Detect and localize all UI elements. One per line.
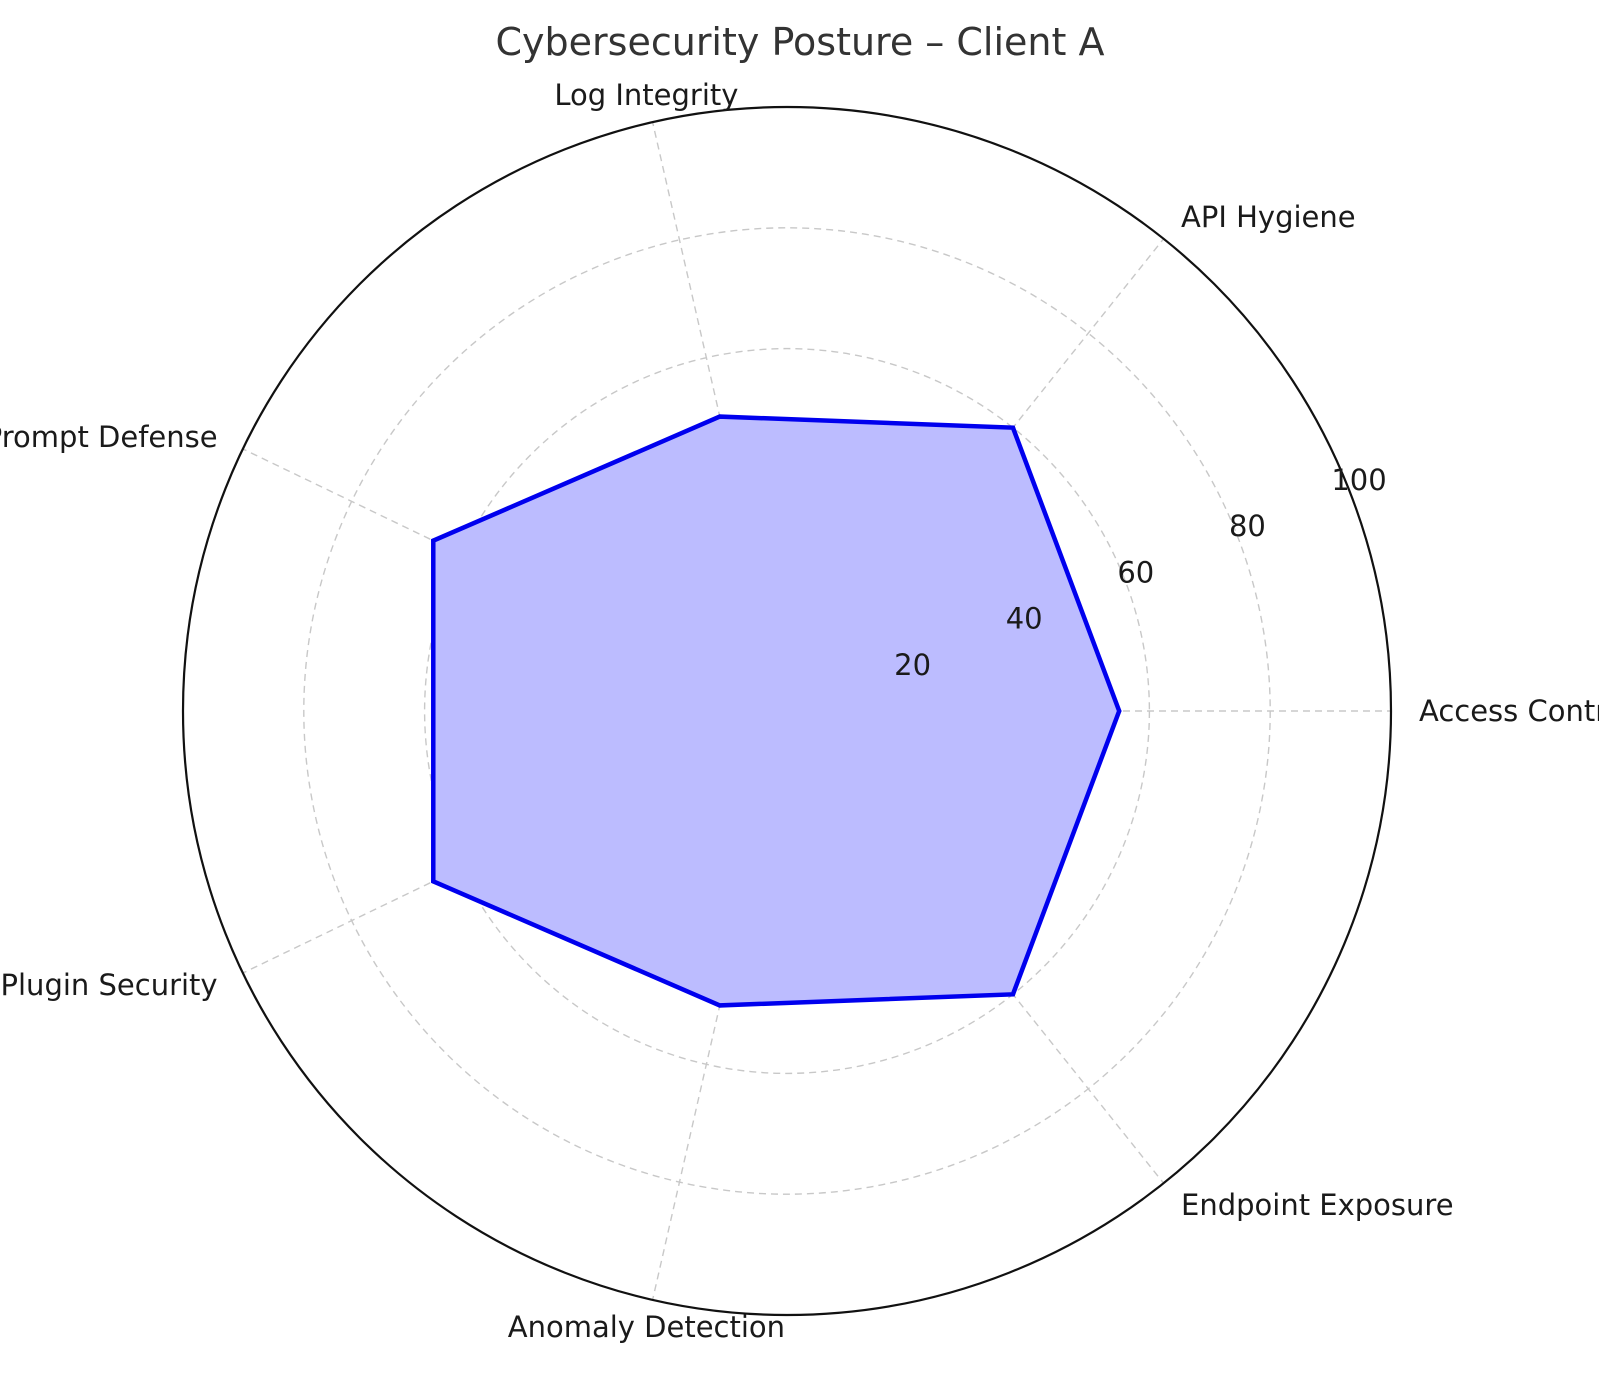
category-label: Log Integrity <box>554 78 738 112</box>
category-label: Anomaly Detection <box>508 1310 785 1344</box>
label-layer: Access Controls API Hygiene Log Integrity S… <box>0 78 1599 1344</box>
data-point <box>431 879 436 884</box>
category-label: API Hygiene <box>1181 200 1356 234</box>
radial-tick-label: 60 <box>1117 555 1154 589</box>
data-point <box>1117 708 1122 714</box>
radial-tick-label: 100 <box>1331 463 1386 497</box>
radial-tick-label: 80 <box>1229 509 1266 543</box>
category-label: System Prompt Defense <box>0 420 218 454</box>
data-point <box>717 414 722 419</box>
category-label: Plugin Security <box>1 968 218 1002</box>
data-point <box>1010 425 1016 430</box>
radial-tick-label: 40 <box>1006 602 1043 636</box>
series-layer <box>431 414 1122 1008</box>
data-point <box>717 1003 722 1008</box>
data-point <box>1010 992 1016 997</box>
series-line <box>431 414 1122 1008</box>
radial-tick-label: 20 <box>894 648 931 682</box>
chart-title: Cybersecurity Posture – Client A <box>496 20 1105 64</box>
outer-frame <box>181 105 1393 1317</box>
category-label: Access Controls <box>1419 694 1599 728</box>
data-point <box>431 538 436 543</box>
category-label: Endpoint Exposure <box>1181 1188 1454 1222</box>
series-area <box>433 416 1120 1006</box>
